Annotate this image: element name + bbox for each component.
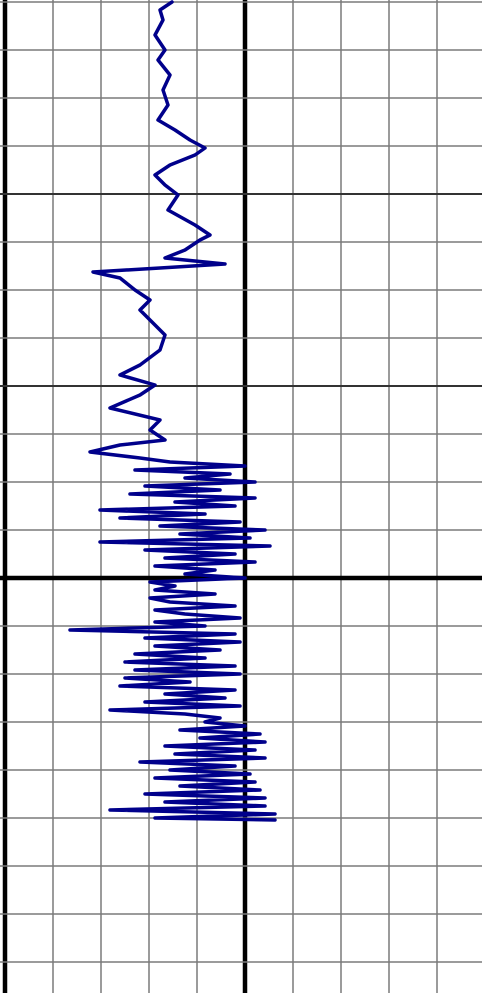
log-curve — [68, 0, 277, 822]
